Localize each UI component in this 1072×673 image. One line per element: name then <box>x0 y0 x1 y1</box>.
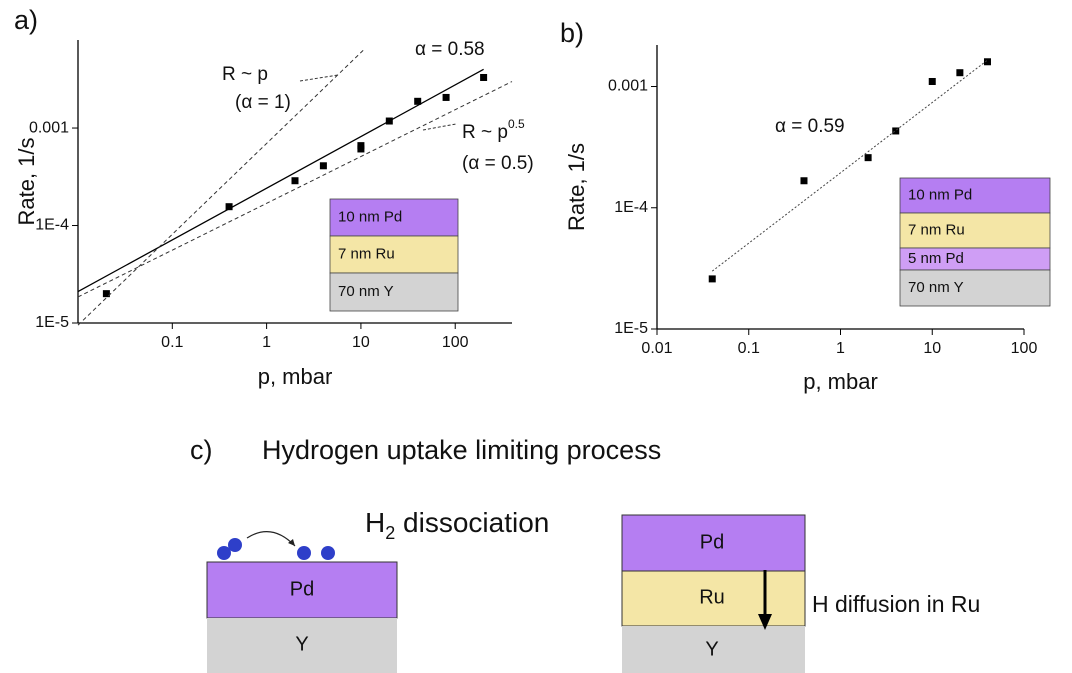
leader <box>422 123 457 131</box>
layer-label: Ru <box>699 586 725 608</box>
annotation: (α = 0.5) <box>462 153 534 174</box>
hop-arrow <box>246 531 296 547</box>
inset-layer <box>899 212 1051 249</box>
data-point <box>983 58 991 66</box>
annotation-text: α = 0.59 <box>775 116 845 137</box>
data-point <box>102 290 110 298</box>
data-point <box>414 97 422 105</box>
annotation-text: (α = 0.5) <box>462 153 534 174</box>
diagram-title: Hydrogen uptake limiting process <box>262 435 661 465</box>
x-tick-label: 10 <box>923 340 941 357</box>
x-axis-label: p, mbar <box>803 369 878 394</box>
inset-label: 5 nm Pd <box>908 250 964 267</box>
y-tick-label: 1E-4 <box>614 199 648 216</box>
inset-label: 70 nm Y <box>908 279 964 296</box>
annotation: α = 0.58 <box>415 39 485 60</box>
y-tick-label: 1E-5 <box>35 314 69 331</box>
data-point <box>864 154 872 162</box>
y-axis-label: Rate, 1/s <box>14 137 39 225</box>
ru-layer <box>621 570 806 627</box>
fit-line <box>77 81 513 298</box>
annotation-sup: 0.5 <box>508 117 525 131</box>
caption: H diffusion in Ru <box>812 591 980 617</box>
y-axis-label: Rate, 1/s <box>564 143 589 231</box>
x-tick-label: 1 <box>836 340 845 357</box>
panel-label: b) <box>560 18 584 48</box>
data-point <box>319 162 327 170</box>
caption-part: dissociation <box>395 507 549 538</box>
data-point <box>225 203 233 211</box>
data-point <box>357 142 365 150</box>
annotation-text: R ~ p <box>462 122 508 143</box>
annotation-text: α = 0.58 <box>415 39 485 60</box>
annotation: (α = 1) <box>235 92 291 113</box>
inset-label: 7 nm Ru <box>908 221 965 238</box>
y-layer <box>622 626 805 673</box>
layer-label: Pd <box>700 531 724 553</box>
layer-label: Y <box>705 638 718 660</box>
arrow-head <box>758 614 772 630</box>
atom <box>228 538 242 552</box>
x-tick-label: 100 <box>442 334 469 351</box>
leader <box>299 74 339 82</box>
annotation: R ~ p <box>222 64 268 85</box>
data-point <box>442 93 450 101</box>
fit-line <box>77 48 366 326</box>
inset-layer <box>329 272 459 312</box>
pd-layer <box>621 514 806 572</box>
x-tick-label: 0.01 <box>641 340 672 357</box>
x-tick-label: 1 <box>262 334 271 351</box>
x-axis-label: p, mbar <box>258 364 333 389</box>
x-tick-label: 10 <box>352 334 370 351</box>
annotation-text: (α = 1) <box>235 92 291 113</box>
arrow-head <box>288 539 295 546</box>
caption-sub: 2 <box>385 523 395 543</box>
inset-layer <box>329 198 459 237</box>
data-point <box>800 177 808 185</box>
caption: H2 dissociation <box>365 507 549 542</box>
inset-label: 7 nm Ru <box>338 245 395 262</box>
atom <box>217 546 231 560</box>
inset-label: 10 nm Pd <box>908 186 972 203</box>
y-tick-label: 1E-5 <box>614 320 648 337</box>
data-point <box>892 127 900 135</box>
inset-label: 70 nm Y <box>338 283 394 300</box>
atom <box>321 546 335 560</box>
x-tick-label: 100 <box>1011 340 1038 357</box>
inset-layer <box>899 177 1051 214</box>
inset-layer <box>329 235 459 274</box>
data-point <box>291 177 299 185</box>
data-point <box>480 73 488 81</box>
caption-part: H <box>365 507 385 538</box>
pd-layer <box>206 561 398 619</box>
data-point <box>708 275 716 283</box>
y-tick-label: 0.001 <box>608 78 648 95</box>
fit-line <box>77 68 484 293</box>
layer-label: Y <box>295 633 308 655</box>
y-tick-label: 0.001 <box>29 119 69 136</box>
atom <box>297 546 311 560</box>
x-tick-label: 0.1 <box>738 340 760 357</box>
inset-label: 10 nm Pd <box>338 208 402 225</box>
y-layer <box>207 618 397 673</box>
annotation-text: R ~ p <box>222 64 268 85</box>
panel-label: c) <box>190 435 213 465</box>
data-point <box>928 77 936 85</box>
annotation: α = 0.59 <box>775 116 845 137</box>
x-tick-label: 0.1 <box>161 334 183 351</box>
inset-layer <box>899 269 1051 307</box>
y-tick-label: 1E-4 <box>35 217 69 234</box>
panel-label: a) <box>14 5 38 35</box>
fit-line <box>711 59 988 272</box>
annotation: R ~ p0.5 <box>462 117 525 143</box>
layer-label: Pd <box>290 578 314 600</box>
data-point <box>956 69 964 77</box>
